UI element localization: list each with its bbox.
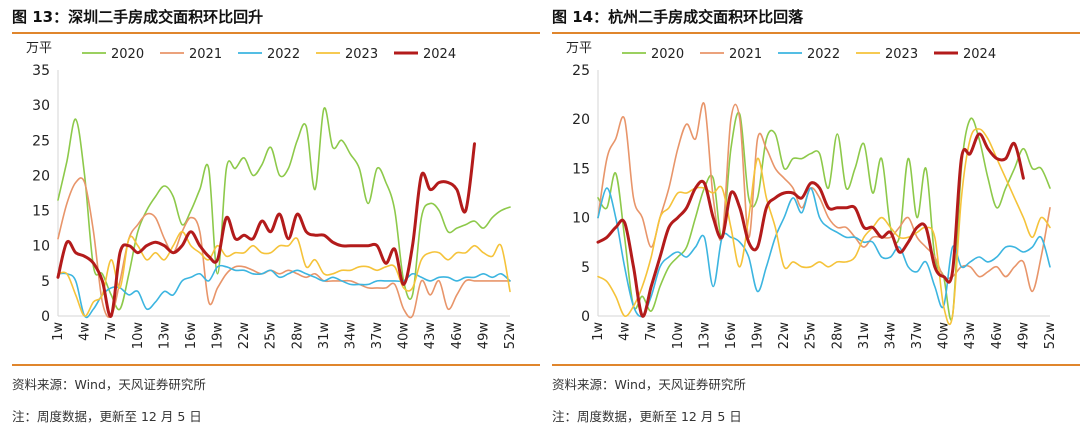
x-tick-label: 49w <box>1016 322 1031 350</box>
series-line-2022 <box>57 264 511 319</box>
x-tick-label: 16w <box>184 322 199 350</box>
series-line-2021 <box>57 177 511 319</box>
x-tick-label: 46w <box>450 322 465 350</box>
x-tick-label: 34w <box>883 322 898 350</box>
chart-area: 万平 2020 2021 2022 2023 2024 0 5 10 15 20 25 1w 4w 7w 10… <box>552 34 1080 364</box>
legend-label: 2024 <box>423 47 456 62</box>
x-tick-label: 28w <box>830 322 845 350</box>
x-tick-label: 25w <box>264 322 279 350</box>
chart-panel-shenzhen: 图 13：深圳二手房成交面积环比回升 万平 2020 2021 2022 2023 202… <box>12 0 540 427</box>
y-tick-label: 5 <box>41 274 50 290</box>
y-axis-unit-label: 万平 <box>26 41 52 56</box>
x-tick-label: 19w <box>751 322 766 350</box>
update-note: 注：周度数据，更新至 12 月 5 日 <box>12 409 202 424</box>
x-tick-label: 1w <box>591 322 606 341</box>
update-note: 注：周度数据，更新至 12 月 5 日 <box>552 409 742 424</box>
x-tick-label: 46w <box>990 322 1005 350</box>
line-chart: 万平 2020 2021 2022 2023 2024 0 5 10 15 20 25 30 35 1w 4w… <box>26 41 518 350</box>
x-tick-label: 4w <box>78 322 93 341</box>
x-tick-label: 37w <box>370 322 385 350</box>
y-tick-label: 25 <box>32 133 50 149</box>
x-tick-label: 28w <box>290 322 305 350</box>
series-line-2021 <box>597 102 1051 293</box>
x-tick-label: 34w <box>343 322 358 350</box>
x-tick-label: 10w <box>131 322 146 350</box>
y-tick-label: 0 <box>41 309 50 325</box>
legend-label: 2021 <box>189 47 222 62</box>
series-line-2024 <box>596 132 1025 318</box>
legend: 2020 2021 2022 2023 2024 <box>82 47 456 62</box>
x-tick-label: 31w <box>857 322 872 350</box>
legend: 2020 2021 2022 2023 2024 <box>622 47 996 62</box>
x-tick-label: 43w <box>423 322 438 350</box>
x-tick-label: 1w <box>51 322 66 341</box>
x-tick-label: 22w <box>237 322 252 350</box>
series-line-2024 <box>56 142 476 318</box>
legend-label: 2024 <box>963 47 996 62</box>
footer-divider <box>12 364 540 366</box>
legend-label: 2023 <box>345 47 378 62</box>
x-tick-label: 19w <box>211 322 226 350</box>
y-tick-label: 20 <box>32 168 50 184</box>
x-tick-label: 49w <box>476 322 491 350</box>
line-chart: 万平 2020 2021 2022 2023 2024 0 5 10 15 20 25 1w 4w 7w 10… <box>566 41 1058 350</box>
series-line-2020 <box>57 107 511 311</box>
x-tick-label: 7w <box>644 322 659 341</box>
x-tick-label: 22w <box>777 322 792 350</box>
legend-label: 2023 <box>885 47 918 62</box>
source-note: 资料来源：Wind，天风证券研究所 <box>552 377 746 392</box>
x-tick-label: 40w <box>397 322 412 350</box>
y-tick-label: 30 <box>32 98 50 114</box>
legend-label: 2022 <box>267 47 300 62</box>
x-tick-label: 13w <box>157 322 172 350</box>
series-line-2023 <box>57 230 511 317</box>
y-tick-label: 20 <box>572 112 590 128</box>
x-tick-label: 13w <box>697 322 712 350</box>
legend-label: 2020 <box>651 47 684 62</box>
chart-panel-hangzhou: 图 14：杭州二手房成交面积环比回落 万平 2020 2021 2022 2023 202… <box>552 0 1080 427</box>
x-tick-label: 52w <box>503 322 518 350</box>
y-tick-label: 15 <box>32 204 50 220</box>
y-tick-label: 10 <box>32 239 50 255</box>
x-tick-label: 43w <box>963 322 978 350</box>
x-tick-label: 25w <box>804 322 819 350</box>
y-tick-label: 0 <box>581 309 590 325</box>
legend-label: 2020 <box>111 47 144 62</box>
x-tick-label: 16w <box>724 322 739 350</box>
legend-label: 2022 <box>807 47 840 62</box>
x-tick-label: 4w <box>618 322 633 341</box>
y-tick-label: 35 <box>32 63 50 79</box>
series-line-2022 <box>597 187 1051 318</box>
source-note: 资料来源：Wind，天风证券研究所 <box>12 377 206 392</box>
x-tick-label: 10w <box>671 322 686 350</box>
x-tick-label: 7w <box>104 322 119 341</box>
x-tick-label: 37w <box>910 322 925 350</box>
title-divider <box>552 32 1080 34</box>
chart-area: 万平 2020 2021 2022 2023 2024 0 5 10 15 20 25 30 35 1w 4w… <box>12 34 540 364</box>
series-line-2023 <box>597 128 1051 326</box>
footer-divider <box>552 364 1080 366</box>
chart-title: 图 13：深圳二手房成交面积环比回升 <box>12 8 264 26</box>
y-tick-label: 15 <box>572 161 590 177</box>
x-tick-label: 31w <box>317 322 332 350</box>
x-tick-label: 40w <box>937 322 952 350</box>
y-axis-unit-label: 万平 <box>566 41 592 56</box>
x-tick-label: 52w <box>1043 322 1058 350</box>
legend-label: 2021 <box>729 47 762 62</box>
series-line-2020 <box>597 111 1051 321</box>
chart-title: 图 14：杭州二手房成交面积环比回落 <box>552 8 804 26</box>
y-tick-label: 25 <box>572 63 590 79</box>
y-tick-label: 5 <box>581 260 590 276</box>
title-divider <box>12 32 540 34</box>
y-tick-label: 10 <box>572 211 590 227</box>
